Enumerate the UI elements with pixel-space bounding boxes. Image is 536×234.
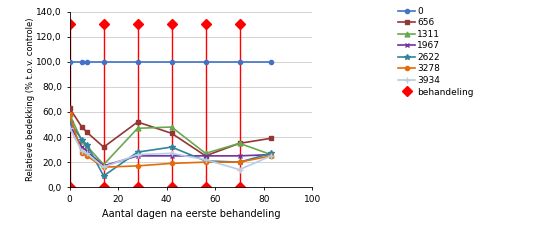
656 [202, 154, 209, 157]
3278 [268, 154, 274, 157]
0 [202, 60, 209, 63]
0 [79, 60, 85, 63]
1967 [236, 154, 243, 157]
3934 [168, 152, 175, 155]
2622 [236, 161, 243, 164]
2622 [84, 143, 90, 146]
3934 [84, 152, 90, 155]
2622 [268, 152, 274, 155]
2622 [135, 151, 141, 154]
1311 [66, 113, 73, 116]
1967 [66, 123, 73, 126]
1967 [268, 153, 274, 156]
Line: 3934: 3934 [67, 125, 274, 172]
1967 [135, 154, 141, 157]
3934 [268, 154, 274, 157]
1311 [100, 163, 107, 166]
2622 [168, 146, 175, 149]
0 [168, 60, 175, 63]
0 [135, 60, 141, 63]
1967 [79, 146, 85, 149]
Y-axis label: Relatieve bedekking (% t.o.v. controle): Relatieve bedekking (% t.o.v. controle) [26, 18, 35, 181]
Line: 0: 0 [68, 60, 273, 64]
1311 [268, 153, 274, 156]
2622 [202, 160, 209, 162]
3934 [79, 150, 85, 152]
3934 [202, 158, 209, 161]
1967 [100, 165, 107, 167]
3278 [100, 166, 107, 168]
3934 [135, 153, 141, 156]
1311 [202, 152, 209, 155]
0 [84, 60, 90, 63]
3278 [79, 152, 85, 155]
1311 [135, 127, 141, 130]
3278 [236, 161, 243, 164]
1311 [236, 142, 243, 145]
1967 [84, 150, 90, 152]
0 [236, 60, 243, 63]
1967 [168, 154, 175, 157]
656 [84, 131, 90, 133]
3934 [236, 168, 243, 171]
656 [66, 107, 73, 110]
3278 [84, 154, 90, 157]
3278 [202, 161, 209, 164]
1311 [168, 126, 175, 128]
Line: 1967: 1967 [67, 122, 273, 168]
0 [100, 60, 107, 63]
0 [268, 60, 274, 63]
Legend: 0, 656, 1311, 1967, 2622, 3278, 3934, behandeling: 0, 656, 1311, 1967, 2622, 3278, 3934, be… [398, 7, 474, 97]
2622 [100, 175, 107, 177]
1967 [202, 154, 209, 157]
3934 [66, 127, 73, 130]
656 [236, 142, 243, 145]
3934 [100, 166, 107, 168]
656 [268, 137, 274, 140]
X-axis label: Aantal dagen na eerste behandeling: Aantal dagen na eerste behandeling [102, 209, 280, 219]
3278 [135, 165, 141, 167]
1311 [79, 139, 85, 142]
2622 [79, 138, 85, 141]
2622 [66, 121, 73, 123]
656 [168, 132, 175, 135]
Line: 1311: 1311 [67, 112, 273, 167]
Line: 2622: 2622 [67, 119, 274, 179]
3278 [168, 162, 175, 165]
1311 [84, 144, 90, 147]
Line: 3278: 3278 [68, 112, 273, 169]
656 [100, 146, 107, 149]
656 [135, 121, 141, 123]
656 [79, 126, 85, 128]
0 [66, 60, 73, 63]
3278 [66, 113, 73, 116]
Line: 656: 656 [68, 106, 273, 158]
